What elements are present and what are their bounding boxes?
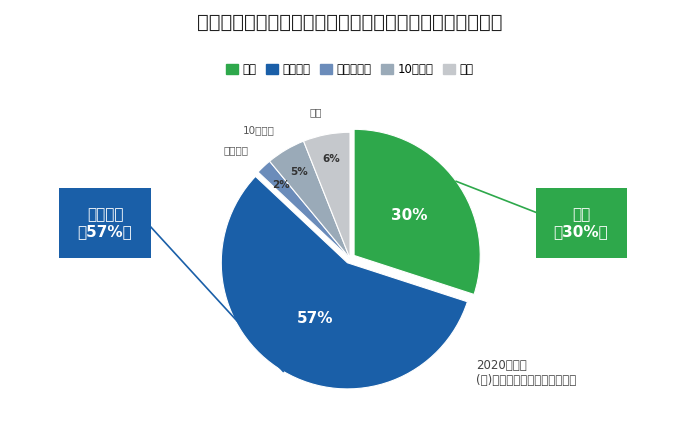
Wedge shape: [270, 141, 350, 258]
Wedge shape: [304, 132, 350, 258]
Text: 10社以上: 10社以上: [242, 125, 274, 135]
Wedge shape: [354, 129, 480, 294]
Text: １社
（30%）: １社 （30%）: [554, 207, 608, 240]
Text: 2020年３月
(株)ＣＢホールディングス調べ: 2020年３月 (株)ＣＢホールディングス調べ: [476, 359, 576, 387]
Text: 57%: 57%: [296, 311, 333, 325]
Text: 未定: 未定: [309, 107, 322, 117]
Legend: １社, ２～４社, ５社～９社, 10社以上, 未定: １社, ２～４社, ５社～９社, 10社以上, 未定: [222, 58, 478, 81]
Text: 6%: 6%: [322, 154, 340, 164]
Text: ２～４社
（57%）: ２～４社 （57%）: [78, 207, 132, 240]
Wedge shape: [258, 161, 350, 258]
Text: 選考に進む医療機関・企業の数はどのくらいの予定ですか: 選考に進む医療機関・企業の数はどのくらいの予定ですか: [197, 13, 503, 32]
Text: 2%: 2%: [272, 180, 290, 190]
Text: 5%: 5%: [290, 166, 307, 177]
Text: 30%: 30%: [391, 208, 428, 223]
Text: ５～９社: ５～９社: [223, 145, 248, 155]
Wedge shape: [221, 177, 468, 389]
